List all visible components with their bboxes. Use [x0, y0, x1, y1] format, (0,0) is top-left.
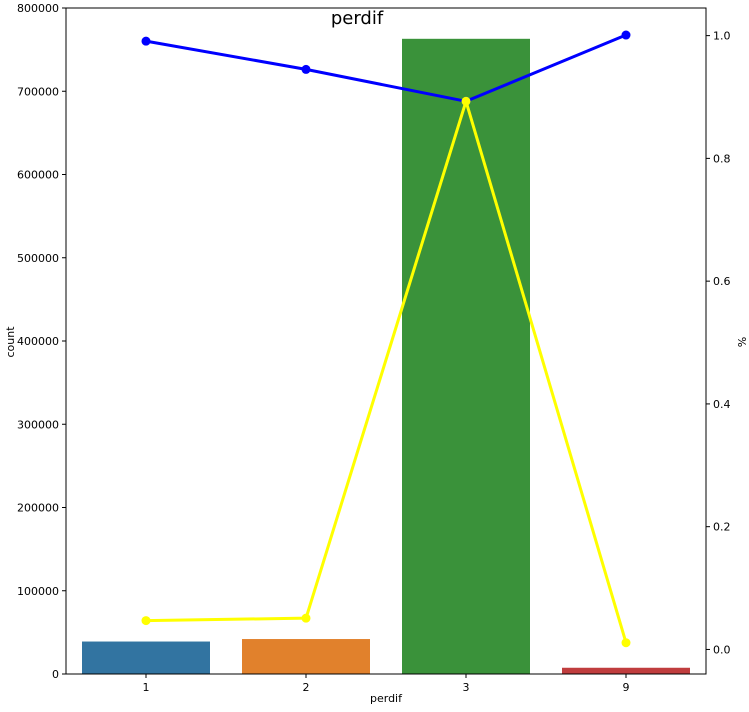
y2-tick-label: 0.6: [713, 275, 731, 288]
y-tick-label: 200000: [17, 502, 59, 515]
y2-tick-label: 0.0: [713, 643, 731, 656]
y2-tick-label: 0.8: [713, 152, 731, 165]
y-tick-label: 700000: [17, 85, 59, 98]
series-1-point-1: [141, 36, 151, 46]
series-1-point-9: [621, 30, 631, 40]
y-tick-label: 300000: [17, 418, 59, 431]
bar-3: [402, 38, 530, 675]
series-1-point-2: [301, 64, 311, 74]
x-axis: 1 2 3 9: [143, 674, 630, 694]
y-tick-label: 800000: [17, 2, 59, 15]
plot-frame: [65, 7, 707, 675]
series-2-point-1: [141, 616, 151, 626]
series-2-point-3: [461, 96, 471, 106]
y2-tick-label: 0.2: [713, 521, 731, 534]
y2-axis-label: %: [735, 337, 748, 347]
y2-tick-label: 0.4: [713, 398, 731, 411]
y-tick-label: 100000: [17, 585, 59, 598]
x-tick-label: 1: [143, 681, 150, 694]
bars-layer: [82, 38, 690, 675]
series-2-line: [145, 99, 628, 644]
bar-1: [82, 641, 210, 674]
series-2-point-2: [301, 613, 311, 623]
x-tick-label: 3: [463, 681, 470, 694]
series-2-point-9: [621, 638, 631, 648]
x-tick-label: 9: [623, 681, 630, 694]
y-axis-right: 0.0 0.2 0.4 0.6 0.8 1.0: [706, 30, 731, 656]
series-1-line: [145, 33, 627, 103]
bar-2: [242, 639, 370, 674]
y2-tick-label: 1.0: [713, 30, 731, 43]
lines-layer: [141, 30, 631, 648]
y-tick-label: 500000: [17, 252, 59, 265]
y-tick-label: 0: [52, 668, 59, 681]
bar-9: [562, 667, 690, 674]
y-tick-label: 600000: [17, 169, 59, 182]
y-axis-left: 0 100000 200000 300000 400000 500000 600000 700…: [17, 2, 66, 681]
y-tick-label: 400000: [17, 335, 59, 348]
chart-title: perdif: [331, 8, 384, 29]
x-axis-label: perdif: [370, 692, 403, 705]
y-axis-label: count: [4, 326, 17, 358]
x-tick-label: 2: [303, 681, 310, 694]
